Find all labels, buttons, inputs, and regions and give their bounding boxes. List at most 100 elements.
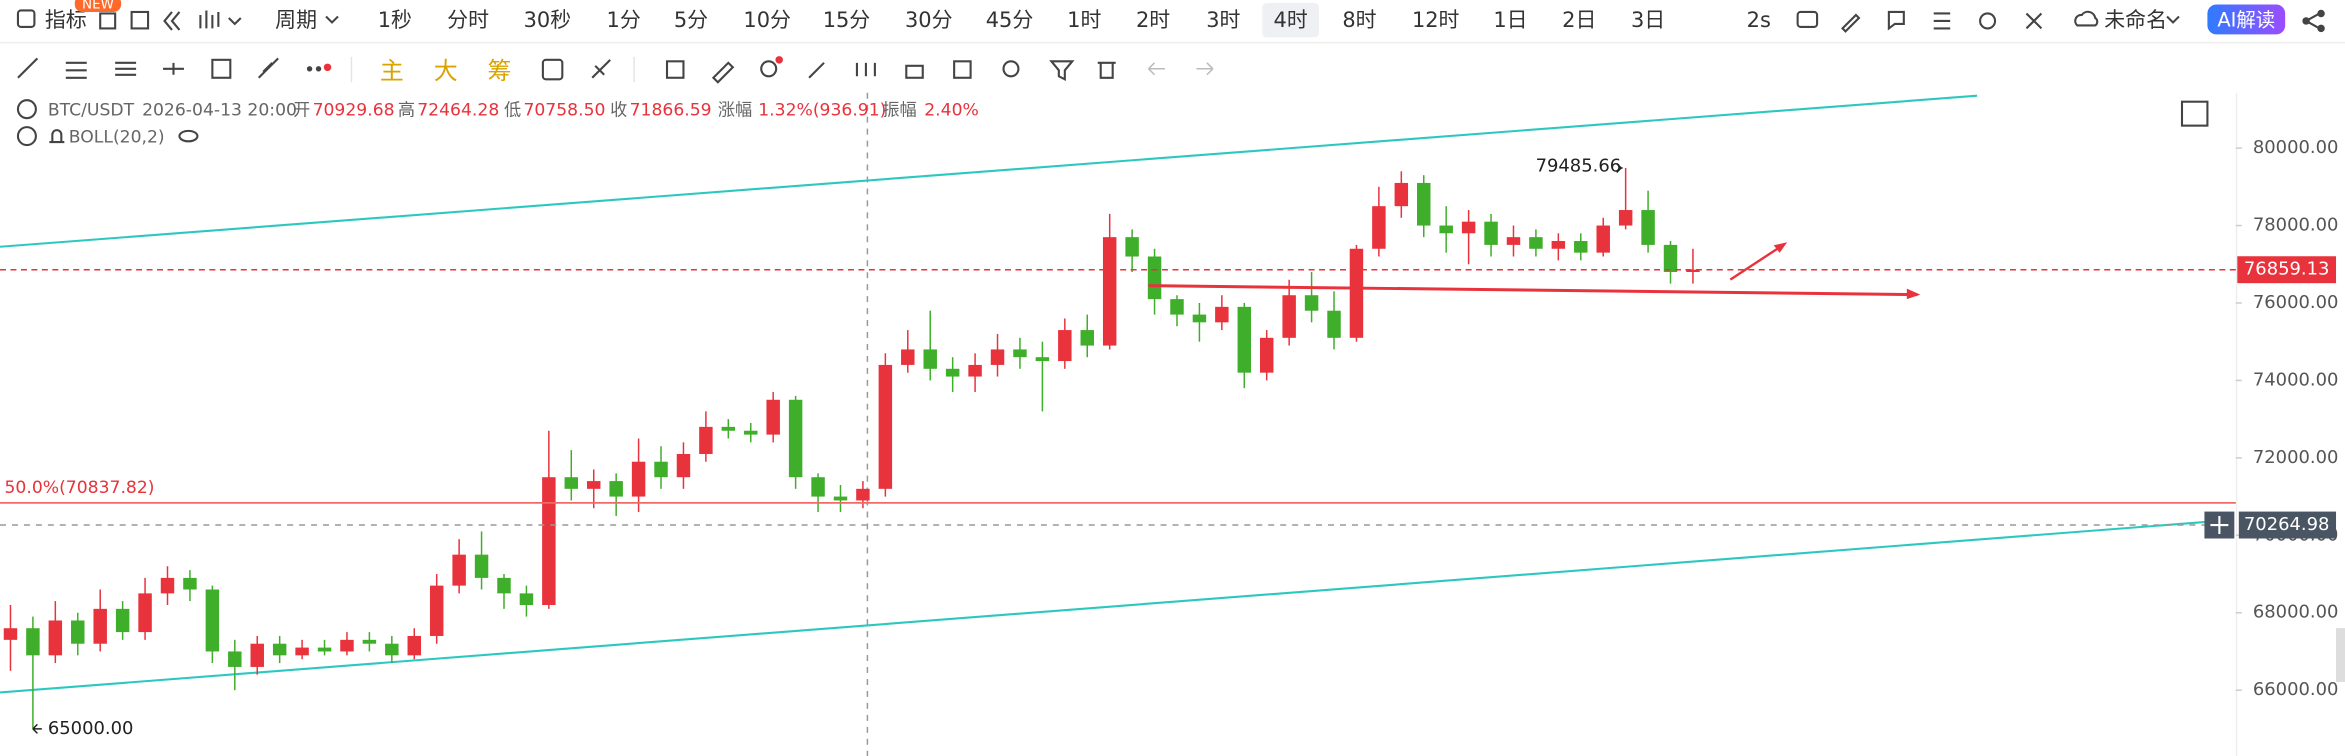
tool-channel[interactable] [115,61,137,76]
candle-body [407,635,421,656]
tool-line[interactable] [17,57,39,79]
field-label: 涨幅 [718,101,752,121]
tool[interactable] [855,62,876,77]
visibility-icon[interactable] [178,129,199,143]
field-value: 70929.68 [313,101,395,121]
period-button[interactable]: 周期 [275,8,317,32]
period-option[interactable]: 8时 [1342,8,1376,32]
period-option[interactable]: 3时 [1206,8,1240,32]
ai-button-bg[interactable] [2207,4,2286,35]
max-marker-arrow [1616,162,1623,174]
tool[interactable] [591,59,611,79]
mode-option[interactable]: 大 [434,57,458,85]
candle-body [811,477,825,497]
tool-more[interactable] [306,66,313,72]
period-option[interactable]: 1分 [607,8,641,32]
tool[interactable] [760,60,778,78]
fullscreen-icon[interactable] [2025,12,2043,30]
channel-lower[interactable] [0,520,2206,694]
crosshair-price-tag [2238,511,2337,539]
candle-body [833,496,848,501]
period-option[interactable]: 15分 [823,8,871,32]
max-marker-label: 79485.66 [1536,156,1622,177]
tool[interactable] [711,61,735,84]
redo[interactable] [1196,62,1214,76]
alert-icon[interactable] [49,129,65,144]
period-selected-bg [1262,2,1320,38]
crosshair-plus [2210,516,2229,535]
period-option[interactable]: 30分 [905,8,953,32]
candle-body [1529,237,1543,249]
period-option[interactable]: 2日 [1562,8,1596,32]
field-label: 低 [504,101,521,121]
candle-body [1192,314,1207,323]
tool-delete[interactable] [1097,61,1116,79]
icon[interactable] [99,12,117,30]
indicator-name: BOLL(20,2) [69,128,165,148]
icon[interactable] [199,10,220,29]
channel-upper[interactable] [0,94,1978,248]
icon[interactable] [130,10,150,30]
refresh-rate[interactable]: 2s [1747,8,1771,32]
period-option[interactable]: 4时 [1274,8,1308,32]
expand-icon[interactable] [2180,100,2209,127]
period-option[interactable]: 1秒 [378,8,412,32]
indicator-button[interactable]: 指标 [45,8,87,32]
mode-option[interactable]: 主 [380,57,404,85]
candle-body [1618,210,1633,226]
icon[interactable] [163,11,181,31]
tool-more-dot [323,63,332,72]
period-option[interactable]: 12时 [1412,8,1460,32]
tool-more[interactable] [315,66,322,72]
settings-icon[interactable] [1979,12,1997,30]
candle-body [452,554,466,586]
tool-fib[interactable] [257,57,279,79]
layout-name[interactable]: 未命名 [2104,8,2167,32]
candle-body [1080,330,1094,346]
candle-body [519,593,534,605]
tool-rect[interactable] [211,58,232,79]
tool[interactable] [953,60,972,79]
y-tick-label: 76000.00 [2253,292,2339,313]
period-option[interactable]: 1时 [1067,8,1101,32]
time: 2026-04-13 20:00 [142,101,297,121]
period-option[interactable]: 30秒 [524,8,572,32]
tool[interactable] [905,64,924,79]
drawn-arrow[interactable] [1729,244,1784,281]
period-option[interactable]: 分时 [447,8,489,32]
tool[interactable] [1002,60,1020,78]
undo[interactable] [1148,62,1166,76]
candle-body [1035,357,1050,362]
ai-button[interactable]: AI解读 [2217,8,2275,31]
period-list: 1秒 分时 30秒 1分 5分 10分 15分 30分 45分 1时 2时 3时 4时 8时 12时 1日 2日… [378,2,1665,38]
period-option[interactable]: 5分 [674,8,708,32]
camera-icon[interactable] [1796,10,1819,28]
tool[interactable] [541,58,564,81]
tool-parallel[interactable] [65,61,87,79]
field-label: 收 [610,101,627,121]
period-option[interactable]: 1日 [1493,8,1527,32]
mode-option[interactable]: 筹 [488,57,512,85]
pen-icon[interactable] [1841,13,1861,33]
tool[interactable] [808,62,825,79]
period-option[interactable]: 10分 [743,8,791,32]
period-option[interactable]: 2时 [1136,8,1170,32]
collapse-icon[interactable] [16,126,37,147]
new-badge-bg [74,0,122,12]
side-tab[interactable] [2336,628,2345,682]
period-option[interactable]: 3日 [1631,8,1665,32]
note-icon[interactable] [1887,10,1905,31]
period-option[interactable]: 45分 [986,8,1034,32]
field-label: 开 [293,101,310,121]
tool[interactable] [665,60,685,79]
collapse-icon[interactable] [16,99,37,120]
tool-hline[interactable] [163,62,184,75]
last-price-label: 76859.13 [2244,259,2330,280]
drawn-arrow[interactable] [1148,284,1918,297]
list-icon[interactable] [1933,12,1951,30]
tool-filter[interactable] [1049,60,1075,81]
candle-body [968,364,982,377]
chart-tools [541,56,1214,84]
candle-body [1259,337,1274,373]
